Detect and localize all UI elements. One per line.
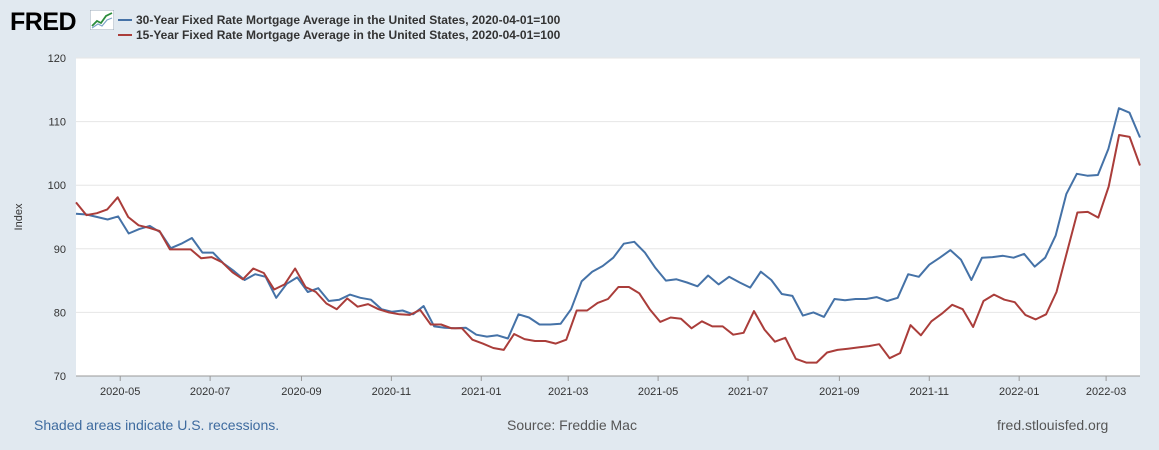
chart-legend: 30-Year Fixed Rate Mortgage Average in t… (118, 12, 560, 42)
x-tick-label: 2020-11 (372, 386, 412, 398)
y-tick-label: 80 (54, 307, 66, 319)
y-tick-label: 90 (54, 244, 66, 256)
x-tick-label: 2022-01 (999, 386, 1039, 398)
legend-item-15yr[interactable]: 15-Year Fixed Rate Mortgage Average in t… (118, 27, 560, 42)
site-url[interactable]: fred.stlouisfed.org (997, 417, 1109, 433)
source-label: Source: Freddie Mac (507, 417, 637, 433)
y-tick-label: 110 (48, 117, 66, 129)
x-tick-label: 2021-03 (548, 386, 588, 398)
recession-note-link[interactable]: Shaded areas indicate U.S. recessions. (34, 417, 280, 433)
fred-graph-icon (90, 10, 114, 30)
x-tick-label: 2021-01 (461, 386, 501, 398)
x-tick-label: 2021-09 (819, 386, 859, 398)
legend-swatch-15yr (118, 33, 132, 36)
series-line-15yr (75, 134, 1141, 364)
x-tick-label: 2020-05 (100, 386, 140, 398)
legend-swatch-30yr (118, 18, 132, 21)
y-tick-label: 100 (48, 180, 66, 192)
series-line-30yr (75, 107, 1141, 340)
line-chart[interactable]: 70 80 90 100 110 120 Index 2020-05 2020-07 2020-0… (0, 0, 1159, 410)
x-tick-label: 2021-07 (728, 386, 768, 398)
x-tick-label: 2020-07 (190, 386, 230, 398)
plot-area (76, 58, 1140, 376)
y-tick-label: 70 (54, 371, 66, 383)
y-axis-label: Index (13, 203, 25, 230)
x-tick-label: 2022-03 (1086, 386, 1126, 398)
x-tick-label: 2020-09 (281, 386, 321, 398)
x-tick-label: 2021-11 (909, 386, 949, 398)
fred-logo[interactable]: FRED (10, 8, 77, 36)
legend-label-15yr: 15-Year Fixed Rate Mortgage Average in t… (136, 27, 561, 42)
legend-item-30yr[interactable]: 30-Year Fixed Rate Mortgage Average in t… (118, 12, 560, 27)
legend-label-30yr: 30-Year Fixed Rate Mortgage Average in t… (136, 12, 561, 27)
y-tick-label: 120 (48, 53, 66, 65)
x-tick-label: 2021-05 (638, 386, 678, 398)
